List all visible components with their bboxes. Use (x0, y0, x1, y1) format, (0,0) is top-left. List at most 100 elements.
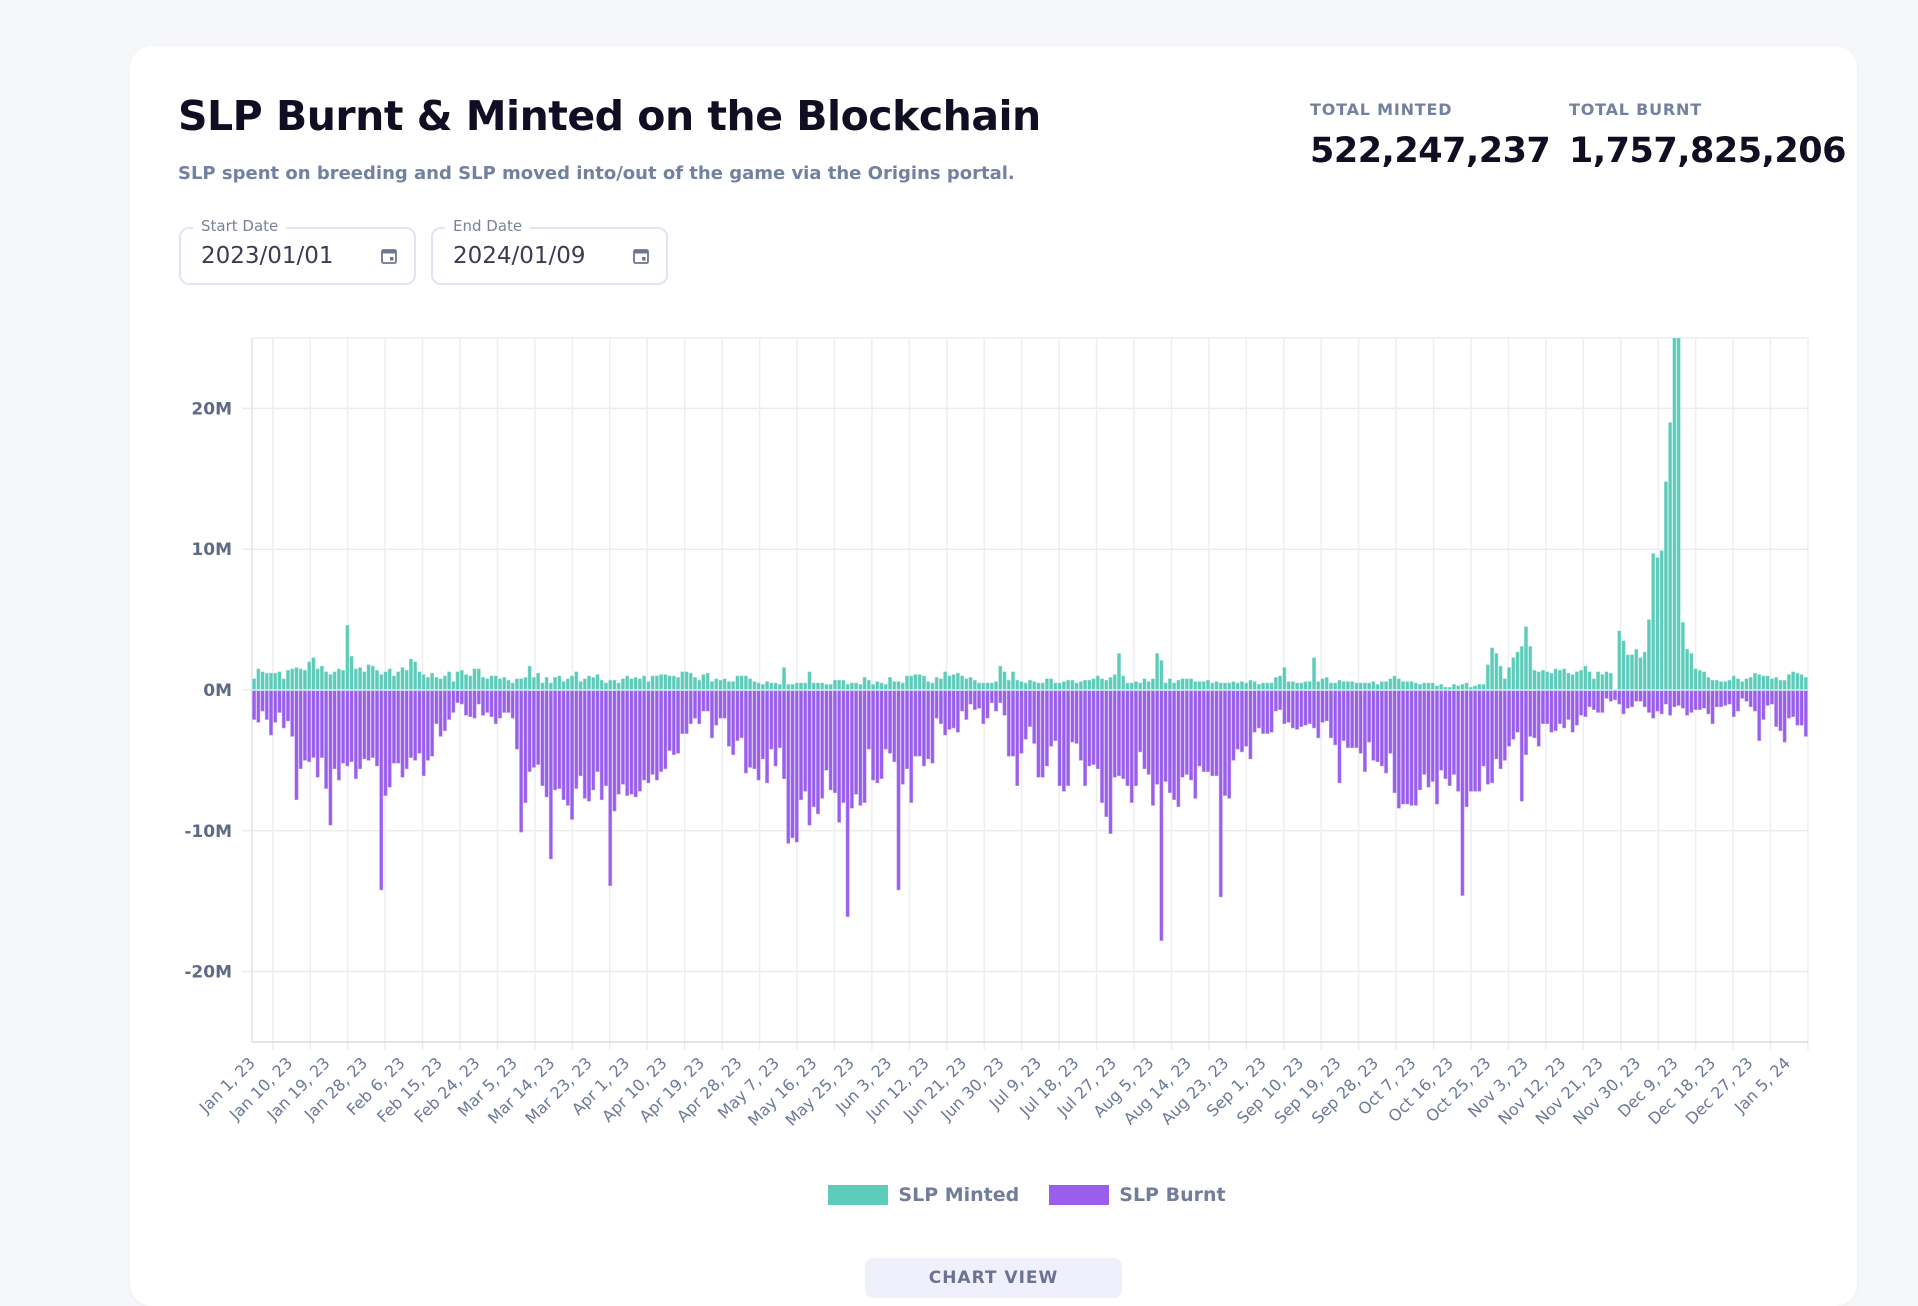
bar-burnt (1481, 689, 1486, 767)
legend-item-burnt[interactable]: SLP Burnt (1049, 1184, 1226, 1206)
bar-minted (1413, 682, 1418, 691)
bar-burnt (1329, 689, 1333, 739)
bar-minted (955, 672, 960, 691)
bar-burnt (1803, 689, 1808, 737)
bar-burnt (1265, 689, 1270, 734)
total-minted-stat: TOTAL MINTED 522,247,237 (1310, 100, 1551, 171)
bar-burnt (964, 689, 969, 720)
bar-burnt (1583, 689, 1588, 718)
bar-minted (1095, 675, 1100, 691)
bar-minted (1625, 654, 1630, 691)
bar-burnt (1125, 689, 1130, 786)
bar-minted (1418, 684, 1422, 691)
bar-minted (570, 675, 574, 691)
calendar-icon[interactable] (380, 247, 398, 265)
bar-minted (1087, 679, 1092, 691)
bar-minted (493, 675, 498, 691)
bar-minted (1248, 679, 1253, 691)
bar-burnt (1524, 689, 1528, 756)
bar-minted (379, 674, 384, 691)
bar-burnt (981, 689, 986, 725)
bar-burnt (1680, 689, 1685, 709)
legend-item-minted[interactable]: SLP Minted (828, 1184, 1019, 1206)
bar-minted (1591, 678, 1596, 691)
bar-burnt (1723, 689, 1728, 706)
chart-view-button[interactable]: CHART VIEW (865, 1258, 1122, 1298)
bar-minted (1189, 678, 1193, 691)
bar-burnt (748, 689, 753, 768)
bar-burnt (1600, 689, 1605, 713)
legend-label-minted: SLP Minted (898, 1184, 1020, 1206)
bar-burnt (646, 689, 651, 784)
bar-minted (1206, 679, 1210, 691)
bar-minted (765, 681, 770, 691)
bar-minted (544, 677, 549, 691)
bar-burnt (955, 689, 960, 733)
bar-minted (1341, 681, 1346, 691)
bar-burnt (1197, 689, 1202, 767)
bar-minted (676, 677, 680, 691)
bar-minted (277, 671, 282, 691)
bar-minted (1227, 682, 1232, 691)
bar-minted (1350, 681, 1355, 691)
bar-burnt (612, 689, 617, 812)
bar-burnt (1117, 689, 1121, 777)
bar-burnt (595, 689, 600, 772)
end-date-field[interactable]: End Date 2024/01/09 (431, 217, 668, 285)
bar-burnt (1210, 689, 1215, 777)
start-date-field[interactable]: Start Date 2023/01/01 (179, 217, 416, 285)
bar-minted (1312, 657, 1316, 691)
bar-burnt (1625, 689, 1630, 709)
bar-minted (328, 674, 333, 691)
bar-burnt (1799, 689, 1804, 726)
bar-minted (1464, 682, 1469, 691)
bar-burnt (281, 689, 286, 729)
bar-minted (387, 668, 392, 691)
bar-minted (905, 675, 909, 691)
start-date-input[interactable]: 2023/01/01 (201, 243, 334, 269)
bar-minted (1125, 682, 1130, 691)
bar-minted (400, 667, 405, 691)
bar-burnt (421, 689, 426, 777)
bar-burnt (1778, 689, 1783, 732)
bar-minted (1545, 671, 1550, 691)
bar-minted (913, 674, 918, 691)
bar-burnt (837, 689, 842, 823)
bar-burnt (358, 689, 362, 770)
bar-burnt (1502, 689, 1507, 761)
bar-burnt (1532, 689, 1537, 739)
bar-burnt (1740, 689, 1745, 699)
bar-burnt (527, 689, 532, 772)
bar-minted (1396, 678, 1401, 691)
bar-burnt (370, 689, 375, 758)
page-subtitle: SLP spent on breeding and SLP moved into… (178, 163, 1015, 184)
bar-minted (998, 665, 1003, 691)
bar-burnt (1104, 689, 1109, 817)
bar-burnt (319, 689, 324, 758)
end-date-input[interactable]: 2024/01/09 (453, 243, 586, 269)
bar-minted (548, 682, 553, 691)
bar-burnt (1511, 689, 1516, 740)
bar-burnt (294, 689, 299, 801)
bar-minted (964, 678, 969, 691)
bar-minted (934, 677, 939, 691)
bar-burnt (1447, 689, 1452, 786)
bar-burnt (1040, 689, 1045, 778)
bar-burnt (905, 689, 909, 770)
bar-minted (892, 681, 897, 691)
bar-burnt (621, 689, 625, 785)
bar-burnt (392, 689, 396, 764)
bar-burnt (1634, 689, 1639, 702)
bar-burnt (1036, 689, 1041, 778)
bar-burnt (697, 689, 702, 725)
bar-burnt (1121, 689, 1126, 779)
bar-burnt (1350, 689, 1355, 748)
bar-burnt (557, 689, 562, 789)
bar-minted (1736, 678, 1740, 691)
calendar-icon[interactable] (632, 247, 650, 265)
bar-minted (722, 678, 727, 691)
bar-minted (286, 670, 290, 691)
bar-burnt (1044, 689, 1049, 767)
bar-minted (485, 678, 490, 691)
bar-burnt (290, 689, 295, 737)
